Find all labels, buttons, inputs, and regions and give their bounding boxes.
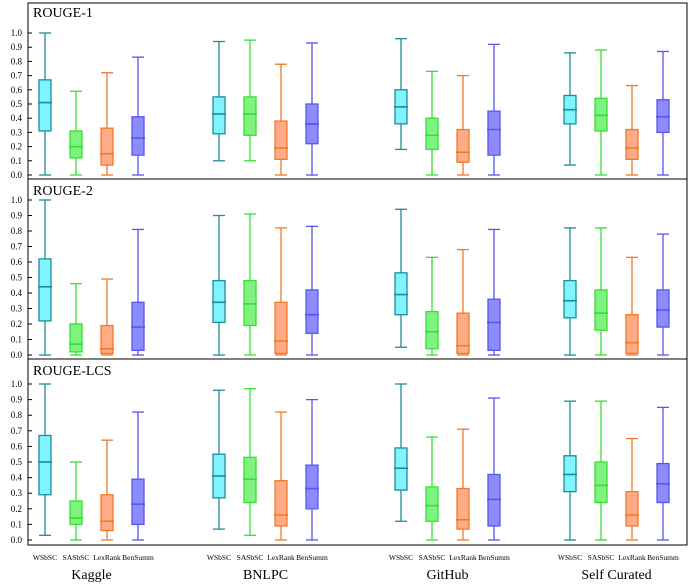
y-tick-label: 0.5 xyxy=(11,99,23,109)
y-tick-label: 0.6 xyxy=(11,441,23,451)
panel-title: ROUGE-1 xyxy=(33,6,93,21)
y-tick-label: 0.1 xyxy=(11,335,22,345)
y-tick-label: 0.5 xyxy=(11,273,23,283)
panel-title: ROUGE-LCS xyxy=(33,364,112,379)
y-tick-label: 0.7 xyxy=(11,242,23,252)
box-lexrank xyxy=(625,128,639,161)
box-lexrank xyxy=(625,490,639,527)
y-tick-label: 0.0 xyxy=(11,170,23,180)
box-wsbsc xyxy=(38,79,52,132)
y-tick-label: 0.8 xyxy=(11,410,23,420)
x-dataset-label: BNLPC xyxy=(243,568,288,583)
panel-title: ROUGE-2 xyxy=(33,184,93,199)
box-lexrank xyxy=(274,120,288,161)
x-method-label: WSbSC xyxy=(33,553,57,562)
box-lexrank xyxy=(625,314,639,355)
x-method-label: BenSumm xyxy=(122,553,154,562)
y-tick-label: 0.7 xyxy=(11,426,23,436)
box-wsbsc xyxy=(212,96,226,135)
box-lexrank xyxy=(274,480,288,527)
box-sasbsc xyxy=(594,289,608,331)
y-tick-label: 0.9 xyxy=(11,42,23,52)
y-tick-label: 0.2 xyxy=(11,142,22,152)
x-method-label: SASbSC xyxy=(419,553,446,562)
y-tick-label: 0.1 xyxy=(11,156,22,166)
y-tick-label: 0.6 xyxy=(11,257,23,267)
box-sasbsc xyxy=(594,461,608,504)
box-lexrank xyxy=(100,127,114,166)
x-method-label: BenSumm xyxy=(647,553,679,562)
y-tick-label: 1.0 xyxy=(11,195,23,205)
box-lexrank xyxy=(100,324,114,355)
x-method-label: SASbSC xyxy=(63,553,90,562)
y-tick-label: 0.9 xyxy=(11,211,23,221)
y-tick-label: 1.0 xyxy=(11,379,23,389)
box-bensumm xyxy=(305,464,319,510)
box-sasbsc xyxy=(425,310,439,350)
y-tick-label: 0.5 xyxy=(11,457,23,467)
y-tick-label: 0.7 xyxy=(11,71,23,81)
x-method-label: LexRank xyxy=(93,553,121,562)
box-wsbsc xyxy=(38,258,52,322)
box-lexrank xyxy=(456,128,470,163)
y-tick-label: 0.4 xyxy=(11,473,23,483)
box-bensumm xyxy=(487,298,501,352)
box-sasbsc xyxy=(425,117,439,151)
y-tick-label: 0.8 xyxy=(11,226,23,236)
y-tick-label: 0.1 xyxy=(11,519,22,529)
box-lexrank xyxy=(274,301,288,355)
x-dataset-label: Kaggle xyxy=(71,568,111,583)
x-dataset-label: GitHub xyxy=(427,568,469,583)
y-tick-label: 1.0 xyxy=(11,28,23,38)
box-sasbsc xyxy=(69,323,83,353)
box-sasbsc xyxy=(69,130,83,159)
box-bensumm xyxy=(305,289,319,334)
box-lexrank xyxy=(456,487,470,530)
y-tick-label: 0.0 xyxy=(11,535,23,545)
x-method-label: SASbSC xyxy=(588,553,615,562)
x-method-label: LexRank xyxy=(267,553,295,562)
y-tick-label: 0.4 xyxy=(11,288,23,298)
x-dataset-label: Self Curated xyxy=(581,568,651,583)
y-tick-label: 0.3 xyxy=(11,488,23,498)
box-bensumm xyxy=(131,116,145,156)
y-tick-label: 0.9 xyxy=(11,395,23,405)
x-method-label: BenSumm xyxy=(296,553,328,562)
y-tick-label: 0.2 xyxy=(11,504,22,514)
x-method-label: LexRank xyxy=(618,553,646,562)
box-bensumm xyxy=(656,289,670,328)
box-sasbsc xyxy=(69,500,83,526)
y-tick-label: 0.2 xyxy=(11,319,22,329)
box-wsbsc xyxy=(563,279,577,319)
box-sasbsc xyxy=(243,96,257,136)
x-method-label: LexRank xyxy=(449,553,477,562)
y-tick-label: 0.3 xyxy=(11,304,23,314)
box-bensumm xyxy=(131,478,145,526)
y-tick-label: 0.0 xyxy=(11,350,23,360)
box-bensumm xyxy=(487,110,501,156)
box-lexrank xyxy=(456,312,470,355)
box-wsbsc xyxy=(38,434,52,496)
y-tick-label: 0.4 xyxy=(11,113,23,123)
x-method-label: BenSumm xyxy=(478,553,510,562)
plot-frame xyxy=(27,2,688,546)
x-method-label: WSbSC xyxy=(389,553,413,562)
y-tick-label: 0.3 xyxy=(11,127,23,137)
x-method-label: SASbSC xyxy=(237,553,264,562)
box-sasbsc xyxy=(425,486,439,522)
y-tick-label: 0.8 xyxy=(11,56,23,66)
y-tick-label: 0.6 xyxy=(11,85,23,95)
box-lexrank xyxy=(100,494,114,532)
x-method-label: WSbSC xyxy=(558,553,582,562)
x-method-label: WSbSC xyxy=(207,553,231,562)
